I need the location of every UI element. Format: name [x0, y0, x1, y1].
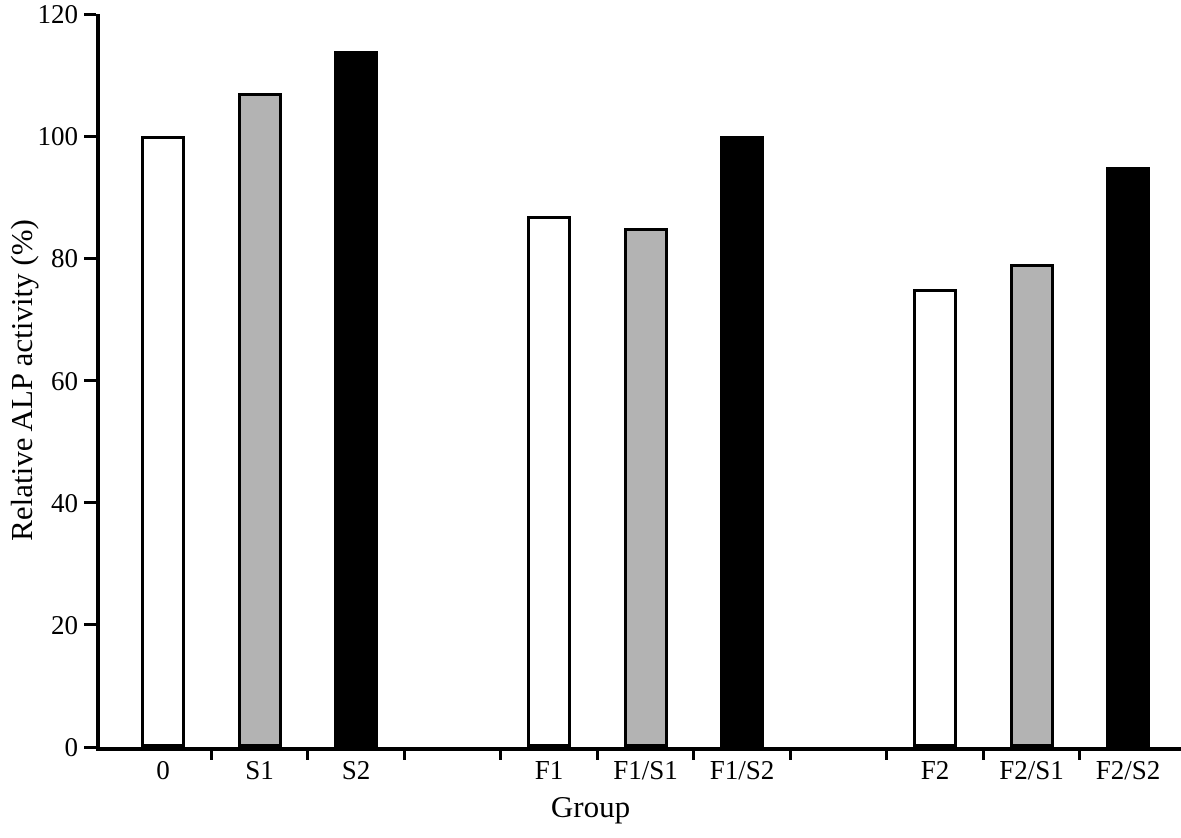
bar-F1 — [527, 215, 571, 747]
x-tick-label: F1/S1 — [613, 755, 678, 785]
x-axis-tick — [692, 751, 696, 760]
y-tick-label: 40 — [51, 487, 78, 518]
bar-F1-S2 — [720, 136, 764, 747]
x-axis-tick — [981, 751, 985, 760]
y-axis-tick — [84, 623, 96, 627]
x-axis-tick — [1078, 751, 1082, 760]
bar-0 — [141, 136, 185, 747]
x-tick-label: F2 — [920, 755, 950, 785]
y-axis-tick — [84, 256, 96, 260]
x-axis-tick — [402, 751, 406, 760]
x-axis-title: Group — [550, 789, 631, 824]
y-tick-label: 20 — [51, 609, 78, 640]
y-axis-tick — [84, 745, 96, 749]
bar-F2-S2 — [1106, 166, 1150, 747]
bar-S2 — [334, 50, 378, 747]
y-axis-line — [96, 14, 100, 751]
y-axis-tick — [84, 501, 96, 505]
x-tick-label: F1/S2 — [709, 755, 775, 785]
x-axis-tick — [885, 751, 889, 760]
x-axis-tick — [595, 751, 599, 760]
bar-F2-S1 — [1009, 264, 1054, 747]
x-tick-label: S1 — [245, 755, 274, 785]
x-axis-tick — [499, 751, 503, 760]
y-axis-tick — [84, 12, 96, 16]
y-axis-tick — [84, 134, 96, 138]
bar-S1 — [237, 93, 282, 747]
x-tick-label: F2/S1 — [999, 755, 1064, 785]
x-axis-tick — [788, 751, 792, 760]
x-tick-label: S2 — [341, 755, 371, 785]
x-tick-label: 0 — [156, 755, 170, 785]
y-tick-label: 80 — [51, 243, 78, 274]
x-axis-line — [96, 747, 1181, 751]
y-tick-label: 60 — [51, 365, 78, 396]
x-tick-label: F1 — [534, 755, 564, 785]
bar-F1-S1 — [623, 227, 668, 747]
y-tick-label: 100 — [37, 121, 79, 152]
bar-F2 — [913, 288, 957, 747]
x-tick-label: F2/S2 — [1095, 755, 1161, 785]
y-tick-label: 120 — [37, 0, 79, 29]
x-axis-tick — [306, 751, 310, 760]
y-axis-tick — [84, 379, 96, 382]
y-tick-label: 0 — [64, 732, 79, 762]
x-axis-tick — [209, 751, 213, 760]
